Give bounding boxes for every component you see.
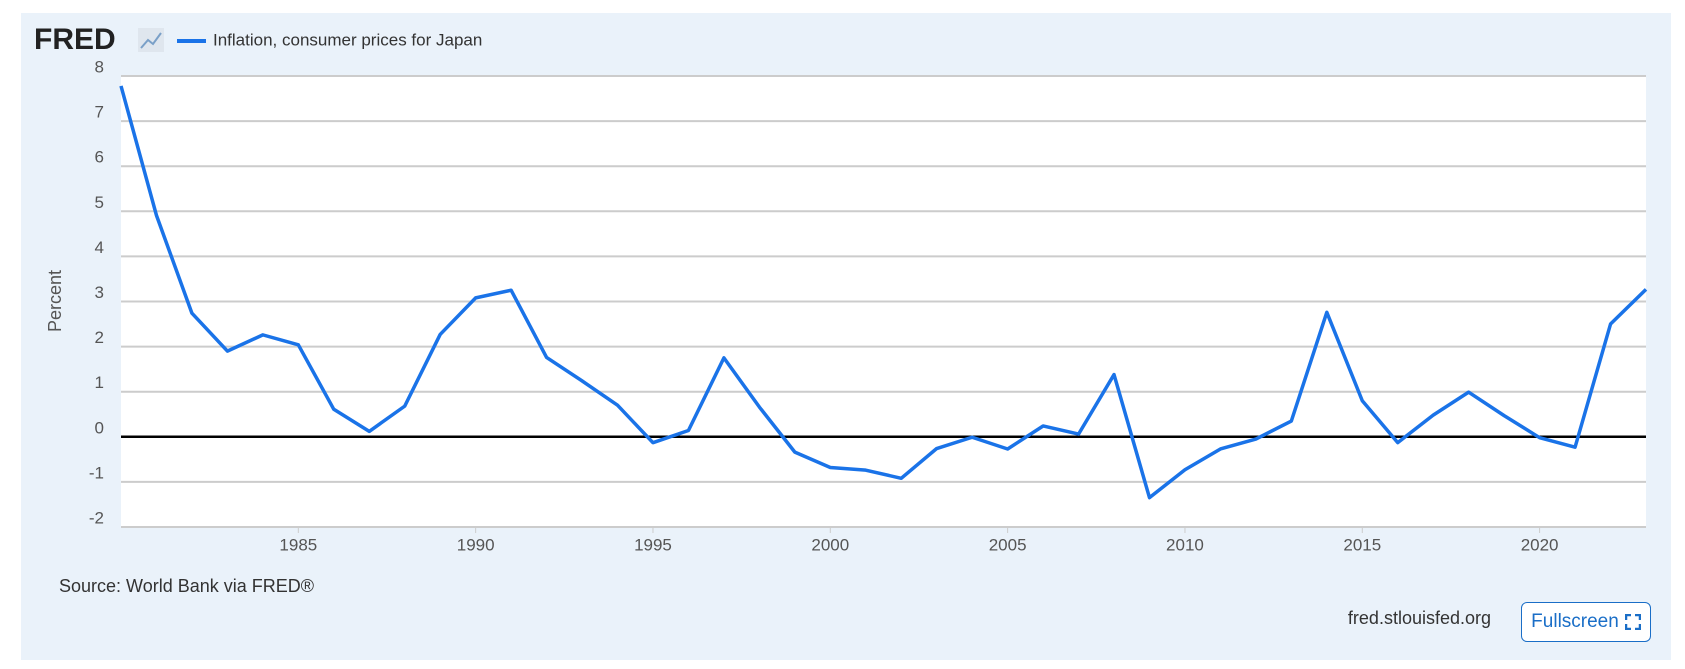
x-tick-label: 1985 bbox=[279, 535, 317, 554]
logo-icon-line bbox=[140, 32, 162, 49]
y-tick-label: 8 bbox=[95, 57, 104, 76]
fullscreen-button[interactable]: Fullscreen bbox=[1521, 602, 1651, 642]
x-tick-label: 2000 bbox=[811, 535, 849, 554]
x-tick-label: 2015 bbox=[1343, 535, 1381, 554]
y-tick-label: -2 bbox=[89, 508, 104, 527]
fullscreen-icon bbox=[1624, 614, 1641, 630]
y-tick-label: 3 bbox=[95, 283, 104, 302]
x-tick-label: 1990 bbox=[457, 535, 495, 554]
x-tick-label: 2020 bbox=[1521, 535, 1559, 554]
site: fred.stlouisfed.org bbox=[1348, 608, 1491, 628]
x-tick-label: 2005 bbox=[989, 535, 1027, 554]
y-tick-label: 7 bbox=[95, 103, 104, 122]
logo: FRED bbox=[34, 23, 116, 56]
y-tick-label: 2 bbox=[95, 328, 104, 347]
y-tick-label: -1 bbox=[89, 463, 104, 482]
x-tick-label: 2010 bbox=[1166, 535, 1204, 554]
button-label: Fullscreen bbox=[1531, 611, 1619, 632]
x-tick-label: 1995 bbox=[634, 535, 672, 554]
y-tick-label: 1 bbox=[95, 373, 104, 392]
y-tick-label: 5 bbox=[95, 193, 104, 212]
y-tick-label: 4 bbox=[95, 238, 104, 257]
source: Source: World Bank via FRED® bbox=[59, 576, 314, 596]
y-axis-label: Percent bbox=[45, 270, 65, 332]
y-tick-label: 6 bbox=[95, 148, 104, 167]
data-line bbox=[119, 85, 1648, 500]
y-tick-label: 0 bbox=[95, 418, 104, 437]
legend-label: Inflation, consumer prices for Japan bbox=[213, 30, 482, 49]
logo-icon bbox=[138, 28, 164, 52]
